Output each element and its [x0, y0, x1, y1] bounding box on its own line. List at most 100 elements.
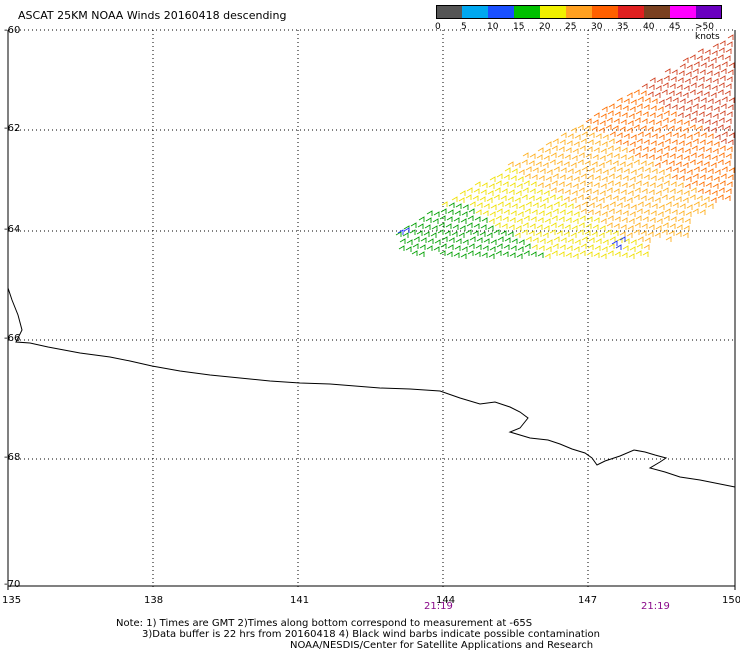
wind-barb: [696, 160, 703, 166]
wind-barb: [622, 105, 629, 111]
wind-barb: [719, 75, 726, 81]
wind-barb: [522, 152, 529, 158]
wind-barb: [686, 64, 693, 70]
wind-barb: [612, 195, 619, 201]
wind-barb: [713, 71, 720, 77]
wind-barb: [668, 195, 675, 201]
wind-barb: [665, 96, 672, 102]
wind-barb: [703, 126, 710, 132]
wind-barb: [558, 216, 565, 222]
wind-barb: [717, 124, 724, 130]
wind-barb: [671, 69, 678, 75]
wind-barb: [700, 202, 707, 208]
wind-barb: [668, 125, 675, 131]
wind-barb: [720, 68, 727, 74]
wind-barb: [545, 246, 552, 252]
wind-barb: [714, 64, 721, 70]
wind-barb: [488, 253, 495, 259]
wind-barb: [643, 174, 650, 180]
wind-barb: [699, 139, 706, 145]
wind-barb: [551, 180, 558, 186]
wind-barb: [578, 222, 585, 228]
wind-barb: [557, 188, 564, 194]
wind-barb: [537, 147, 544, 153]
wind-barb: [661, 89, 668, 95]
wind-barb: [630, 99, 637, 105]
wind-barb: [503, 209, 510, 215]
wind-barb: [650, 175, 657, 181]
wind-barb: [503, 174, 510, 180]
lon-label-138: 138: [144, 595, 164, 606]
wind-barb: [703, 196, 710, 202]
legend-swatch: [462, 5, 488, 19]
wind-barb: [705, 77, 712, 83]
wind-barb: [398, 245, 405, 251]
wind-barb: [705, 147, 712, 153]
wind-barb: [508, 189, 515, 195]
wind-barb: [543, 155, 550, 161]
wind-barb: [600, 183, 607, 189]
wind-barb: [439, 250, 446, 256]
wind-barb: [664, 103, 671, 109]
wind-barb: [549, 229, 556, 235]
wind-barb: [727, 104, 734, 110]
wind-barb: [706, 105, 713, 111]
wind-barb: [619, 126, 626, 132]
wind-barb: [504, 202, 511, 208]
wind-barb: [605, 229, 612, 235]
wind-barb: [725, 83, 732, 89]
wind-barb: [643, 209, 650, 215]
wind-barb: [570, 162, 577, 168]
wind-barb: [623, 98, 630, 104]
wind-barb: [626, 197, 633, 203]
wind-barb: [524, 243, 531, 249]
wind-barb: [656, 183, 663, 189]
wind-barb: [612, 125, 619, 131]
wind-barb: [601, 246, 608, 252]
wind-barb: [613, 153, 620, 159]
wind-barb: [640, 230, 647, 236]
wind-barb: [480, 224, 487, 230]
wind-barb: [724, 90, 731, 96]
wind-barb: [675, 196, 682, 202]
wind-barb: [656, 148, 663, 154]
wind-barb: [676, 224, 683, 230]
wind-barb: [621, 217, 628, 223]
wind-barb: [633, 159, 640, 165]
wind-barb: [619, 231, 626, 237]
wind-barb: [656, 113, 663, 119]
wind-barb: [643, 104, 650, 110]
wind-barb: [642, 181, 649, 187]
wind-barb: [727, 174, 734, 180]
wind-barb: [546, 204, 553, 210]
wind-barb: [418, 216, 425, 222]
wind-barb: [516, 218, 523, 224]
wind-barb: [676, 119, 683, 125]
wind-barb: [637, 236, 644, 242]
wind-barb: [655, 190, 662, 196]
wind-barb: [609, 201, 616, 207]
wind-barb: [591, 196, 598, 202]
wind-barb: [573, 141, 580, 147]
wind-barb: [599, 155, 606, 161]
wind-barb: [573, 211, 580, 217]
wind-barb: [552, 243, 559, 249]
wind-barb: [633, 194, 640, 200]
wind-barb: [511, 203, 518, 209]
wind-barb: [584, 125, 591, 131]
wind-barb: [626, 232, 633, 238]
wind-barb: [726, 111, 733, 117]
wind-barb: [686, 99, 693, 105]
legend-label: 5: [461, 22, 467, 32]
wind-barb: [509, 182, 516, 188]
wind-barb: [474, 251, 481, 257]
wind-barb: [679, 203, 686, 209]
wind-barb: [563, 161, 570, 167]
legend-label: 40: [643, 22, 655, 32]
wind-barb: [606, 187, 613, 193]
wind-barb: [640, 160, 647, 166]
wind-barb: [689, 54, 696, 60]
wind-barb: [656, 218, 663, 224]
wind-barb: [614, 216, 621, 222]
map-title: ASCAT 25KM NOAA Winds 20160418 descendin…: [18, 9, 287, 22]
